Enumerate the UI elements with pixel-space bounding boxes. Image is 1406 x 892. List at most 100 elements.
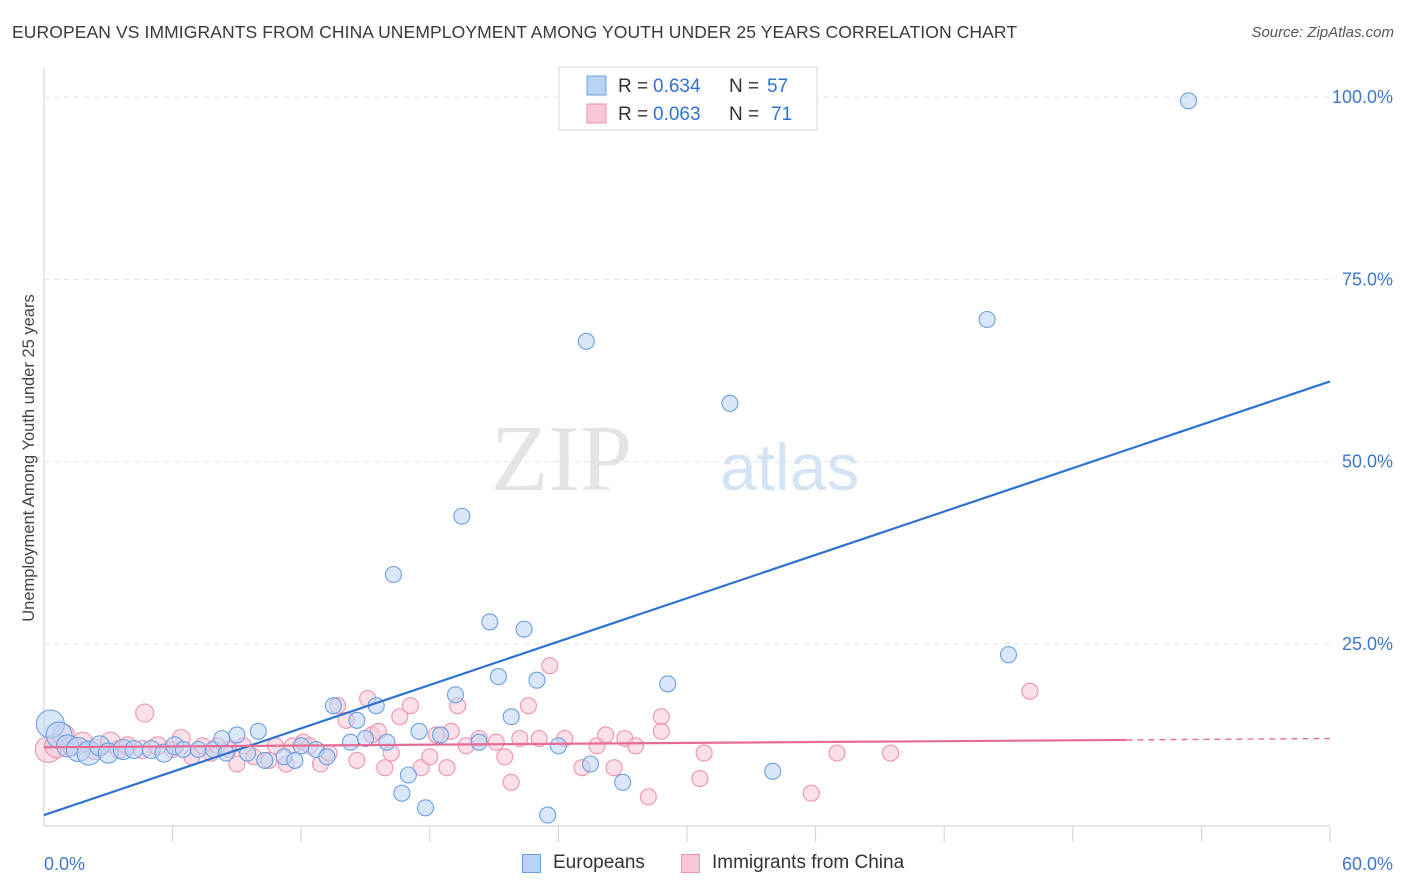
europeans-point-45 <box>528 671 546 689</box>
legend-europeans-swatch <box>522 853 541 873</box>
europeans-point-12 <box>174 740 192 759</box>
china-point-61 <box>627 737 645 755</box>
china-point-64 <box>652 722 670 740</box>
europeans-point-54 <box>978 310 996 329</box>
y-axis-label: Unemployment Among Youth under 25 years <box>20 294 38 621</box>
china-point-19 <box>228 755 246 773</box>
europeans-point-44 <box>515 620 533 638</box>
europeans-point-46 <box>539 806 557 824</box>
europeans-point-28 <box>348 711 366 729</box>
europeans-point-13 <box>189 740 207 759</box>
grid-lines <box>44 96 1330 645</box>
y-tick-label-25: 25.0% <box>1342 634 1393 654</box>
europeans-point-43 <box>502 708 520 726</box>
europeans-point-36 <box>416 799 435 817</box>
europeans-point-53 <box>764 762 782 780</box>
europeans-point-40 <box>470 733 488 751</box>
y-tick-label-75: 75.0% <box>1342 269 1393 289</box>
stats-legend: R = 0.634 N = 57 R = 0.063 N = 71 <box>558 66 818 131</box>
china-point-65 <box>691 770 709 788</box>
europeans-point-26 <box>324 697 342 715</box>
europeans-point-27 <box>341 733 360 751</box>
legend-n-label-china: N = <box>729 104 764 125</box>
chart-title: EUROPEAN VS IMMIGRANTS FROM CHINA UNEMPL… <box>12 22 1018 42</box>
china-point-43 <box>438 759 456 777</box>
europeans-point-50 <box>614 773 632 791</box>
china-point-69 <box>882 744 900 762</box>
china-point-51 <box>511 729 529 748</box>
legend-swatch-europeans <box>586 75 607 96</box>
legend-n-label-europeans: N = <box>729 76 764 97</box>
europeans-point-49 <box>581 755 600 773</box>
watermark-zip: ZIP <box>491 407 632 511</box>
europeans-point-32 <box>384 565 402 584</box>
china-point-53 <box>530 729 548 748</box>
europeans-point-52 <box>721 394 739 412</box>
europeans-point-55 <box>999 646 1018 664</box>
y-tick-label-100: 100.0% <box>1332 87 1393 107</box>
europeans-point-33 <box>393 784 411 802</box>
china-point-41 <box>421 748 439 766</box>
china-point-38 <box>391 708 409 726</box>
europeans-point-51 <box>659 675 677 693</box>
x-tick-label-0: 0.0% <box>44 854 85 874</box>
china-trend-line <box>43 738 1127 749</box>
europeans-point-34 <box>399 766 417 784</box>
watermark: ZIP atlas <box>491 407 859 511</box>
china-point-58 <box>597 726 615 744</box>
china-point-68 <box>828 744 846 762</box>
china-point-66 <box>695 744 713 762</box>
europeans-point-8 <box>124 739 144 760</box>
china-point-10 <box>135 703 155 723</box>
legend-swatch-china <box>586 103 607 124</box>
china-point-36 <box>376 759 394 777</box>
europeans-trend-line <box>43 380 1331 817</box>
chart-source: Source: ZipAtlas.com <box>1251 24 1394 41</box>
china-point-59 <box>605 759 623 777</box>
legend-china-label: Immigrants from China <box>712 852 905 873</box>
legend-r-label-china: R = <box>618 104 653 125</box>
europeans-point-16 <box>213 729 231 748</box>
x-tick-label-60: 60.0% <box>1342 854 1393 874</box>
europeans-point-38 <box>446 686 465 704</box>
legend-item-china[interactable]: Immigrants from China <box>681 852 904 874</box>
europeans-point-47 <box>549 737 567 755</box>
series-legend: Europeans Immigrants from China <box>0 852 1406 878</box>
europeans-point-48 <box>577 332 595 350</box>
europeans-point-22 <box>286 751 304 769</box>
legend-n-value-china: 71 <box>771 104 792 125</box>
europeans-point-39 <box>453 507 471 525</box>
europeans-point-37 <box>431 726 450 744</box>
europeans-point-41 <box>481 613 499 631</box>
europeans-point-25 <box>318 748 336 766</box>
legend-r-value-europeans: 0.634 <box>653 76 701 97</box>
europeans-point-20 <box>256 751 274 769</box>
legend-item-europeans[interactable]: Europeans <box>522 852 645 874</box>
china-point-63 <box>652 708 670 726</box>
china-point-32 <box>348 751 366 769</box>
china-trend-line-extension <box>1126 737 1331 741</box>
data-points <box>34 92 1198 824</box>
europeans-point-17 <box>228 726 246 744</box>
china-point-48 <box>487 733 505 751</box>
europeans-point-19 <box>249 722 267 740</box>
legend-n-value-europeans: 57 <box>767 76 788 97</box>
x-ticks <box>172 826 1331 842</box>
y-tick-labels: 25.0% 50.0% 75.0% 100.0% <box>1332 87 1393 654</box>
china-point-67 <box>802 784 820 802</box>
europeans-point-29 <box>356 729 375 748</box>
x-tick-labels: 0.0% 60.0% <box>44 854 1393 874</box>
trend-lines <box>43 380 1331 817</box>
china-point-50 <box>502 773 520 791</box>
y-tick-label-50: 50.0% <box>1342 452 1393 472</box>
china-point-39 <box>401 697 420 715</box>
legend-europeans-label: Europeans <box>553 852 645 873</box>
watermark-atlas: atlas <box>720 430 859 504</box>
europeans-point-31 <box>378 733 396 751</box>
china-point-49 <box>496 748 514 766</box>
legend-china-swatch <box>681 853 700 873</box>
legend-r-label-europeans: R = <box>618 76 653 97</box>
china-point-70 <box>1021 682 1039 700</box>
legend-r-value-china: 0.063 <box>653 104 701 125</box>
